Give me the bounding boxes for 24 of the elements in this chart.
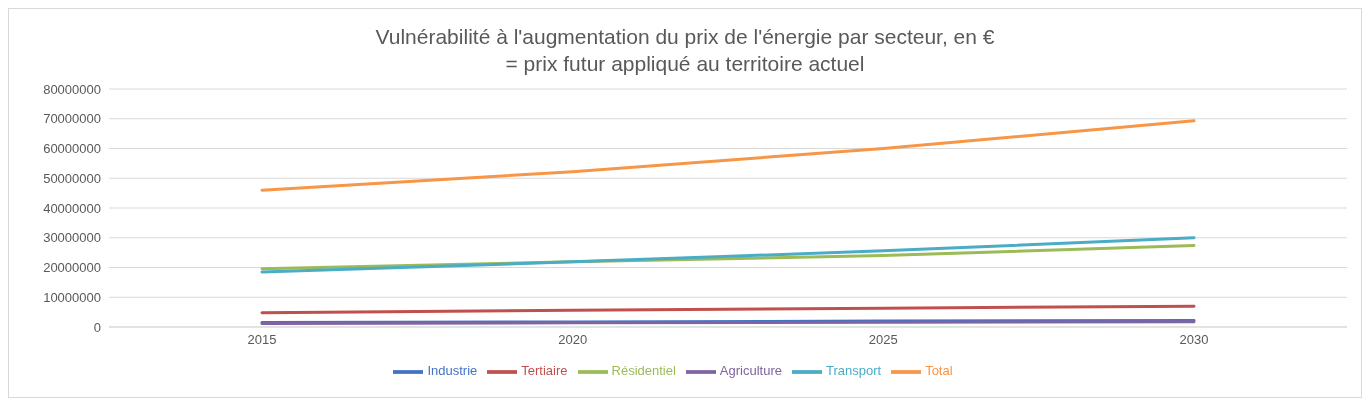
legend-label: Tertiaire — [521, 363, 568, 379]
legend-label: Agriculture — [719, 363, 782, 379]
legend-label: Total — [925, 363, 953, 379]
y-tick-label: 0 — [93, 319, 101, 335]
legend-label: Résidentiel — [611, 363, 676, 379]
y-tick-label: 20000000 — [43, 260, 101, 276]
x-tick-label: 2030 — [1179, 332, 1209, 348]
chart-subtitle: = prix futur appliqué au territoire actuel — [504, 51, 866, 77]
y-tick-label: 60000000 — [43, 141, 101, 157]
y-tick-label: 10000000 — [43, 289, 101, 305]
y-tick-label: 50000000 — [43, 170, 101, 186]
y-tick-label: 40000000 — [43, 200, 101, 216]
legend-label: Industrie — [427, 363, 478, 379]
y-tick-label: 80000000 — [43, 81, 101, 97]
y-tick-label: 70000000 — [43, 111, 101, 127]
x-tick-label: 2015 — [247, 332, 277, 348]
line-series — [260, 236, 1196, 274]
chart-title: Vulnérabilité à l'augmentation du prix de l'énergie par secteur, en € — [374, 24, 996, 50]
line-series — [260, 304, 1196, 315]
legend-label: Transport — [825, 363, 882, 379]
y-tick-label: 30000000 — [43, 230, 101, 246]
x-tick-label: 2025 — [868, 332, 898, 348]
line-series — [260, 119, 1196, 192]
x-tick-label: 2020 — [558, 332, 588, 348]
